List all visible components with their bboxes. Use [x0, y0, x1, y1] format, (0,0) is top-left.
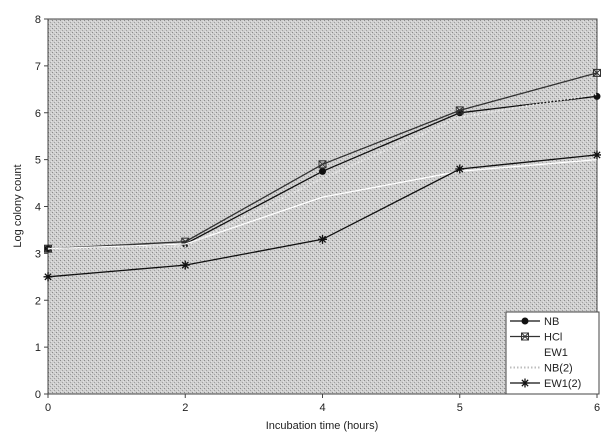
- data-point: [455, 164, 465, 174]
- y-tick-label: 8: [35, 14, 41, 26]
- legend-item: EW1: [510, 347, 568, 359]
- x-axis: 0 2 4 5 6: [45, 394, 600, 414]
- x-tick-label: 2: [182, 402, 188, 414]
- x-axis-title: Incubation time (hours): [266, 420, 379, 432]
- data-point: [592, 150, 601, 160]
- legend-label: NB: [544, 316, 559, 328]
- series-nb-2-: [47, 93, 598, 250]
- x-tick-label: 6: [594, 402, 600, 414]
- legend-item: EW1(2): [510, 378, 581, 390]
- legend-marker: [520, 378, 530, 388]
- legend-item: NB: [510, 316, 559, 328]
- legend-item: NB(2): [510, 363, 573, 375]
- series-line: [47, 158, 598, 250]
- legend: NB HCl EW1 NB(2) EW1(2): [505, 311, 600, 395]
- series-line: [47, 93, 598, 250]
- data-point: [318, 160, 327, 169]
- legend-label: HCl: [544, 332, 562, 344]
- legend-label: EW1: [544, 347, 568, 359]
- data-point: [593, 92, 601, 100]
- data-point: [319, 167, 326, 175]
- data-point: [180, 260, 190, 270]
- legend-label: EW1(2): [544, 378, 581, 390]
- data-point: [318, 234, 327, 244]
- series-ew1-2-: [43, 150, 601, 282]
- x-tick-label: 0: [45, 402, 51, 414]
- x-tick-label: 5: [457, 402, 463, 414]
- y-tick-label: 5: [35, 155, 41, 167]
- y-tick-label: 3: [35, 248, 41, 260]
- x-tick-label: 4: [319, 402, 325, 414]
- data-point: [455, 106, 464, 115]
- legend-marker: [521, 317, 529, 325]
- y-axis: 0 1 2 3 4 5 6 7 8: [35, 14, 48, 401]
- legend-marker: [521, 332, 529, 341]
- y-tick-label: 7: [35, 61, 41, 73]
- legend-item: HCl: [510, 332, 562, 344]
- y-axis-title: Log colony count: [12, 164, 24, 247]
- y-tick-label: 2: [35, 295, 41, 307]
- series-group: [43, 68, 601, 282]
- data-point: [43, 272, 53, 282]
- y-tick-label: 1: [35, 342, 41, 354]
- y-tick-label: 6: [35, 108, 41, 120]
- series-ew1: [47, 158, 598, 250]
- legend-label: NB(2): [544, 363, 573, 375]
- y-tick-label: 4: [35, 202, 41, 214]
- y-tick-label: 0: [35, 389, 41, 401]
